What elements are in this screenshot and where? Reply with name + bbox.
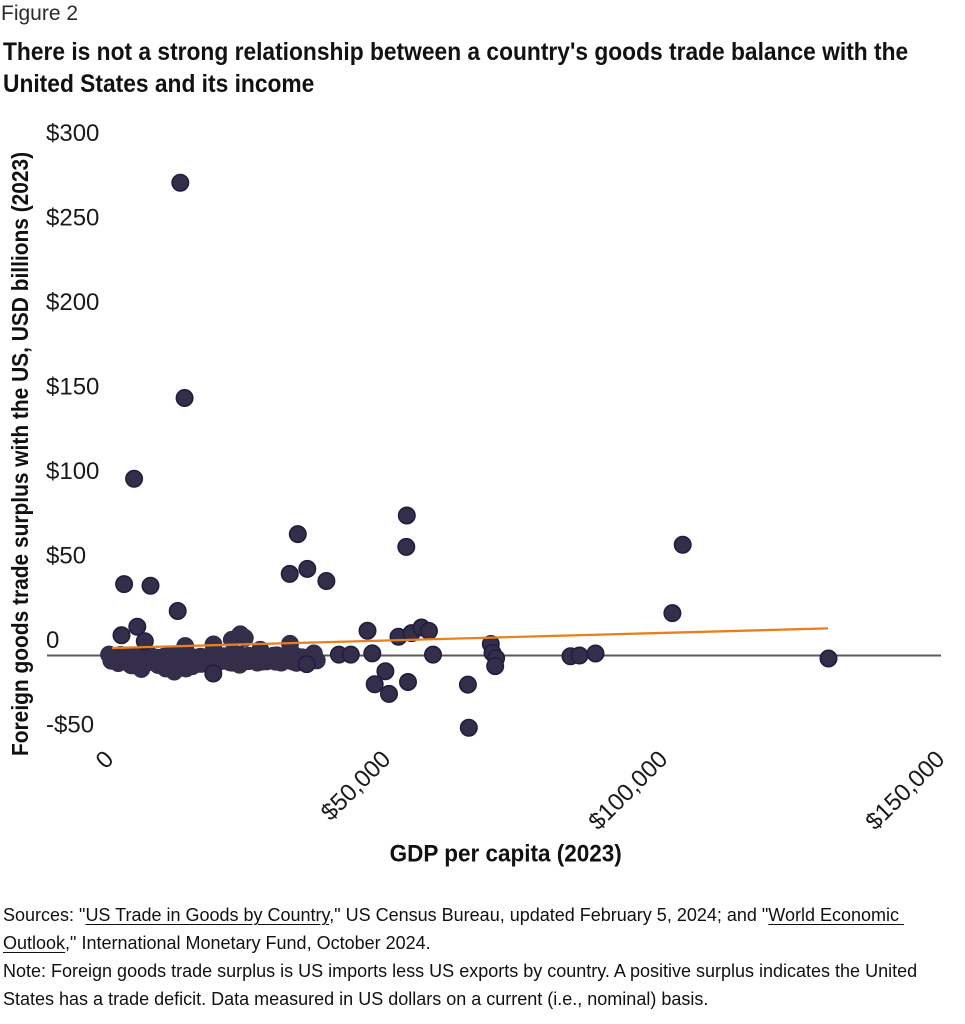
svg-text:0: 0 <box>91 746 120 775</box>
svg-text:-$50: -$50 <box>46 712 94 739</box>
svg-text:$200: $200 <box>46 289 99 316</box>
svg-text:GDP per capita (2023): GDP per capita (2023) <box>390 840 622 867</box>
svg-text:Foreign goods trade surplus wi: Foreign goods trade surplus with the US,… <box>7 152 33 756</box>
svg-text:$100,000: $100,000 <box>583 746 673 836</box>
svg-text:$50: $50 <box>46 543 86 570</box>
svg-text:$300: $300 <box>46 120 99 147</box>
svg-text:$100: $100 <box>46 458 99 485</box>
svg-text:$50,000: $50,000 <box>316 746 396 826</box>
svg-text:0: 0 <box>46 627 59 654</box>
svg-text:$150,000: $150,000 <box>860 746 950 836</box>
svg-text:$250: $250 <box>46 205 99 232</box>
svg-text:$150: $150 <box>46 374 99 401</box>
